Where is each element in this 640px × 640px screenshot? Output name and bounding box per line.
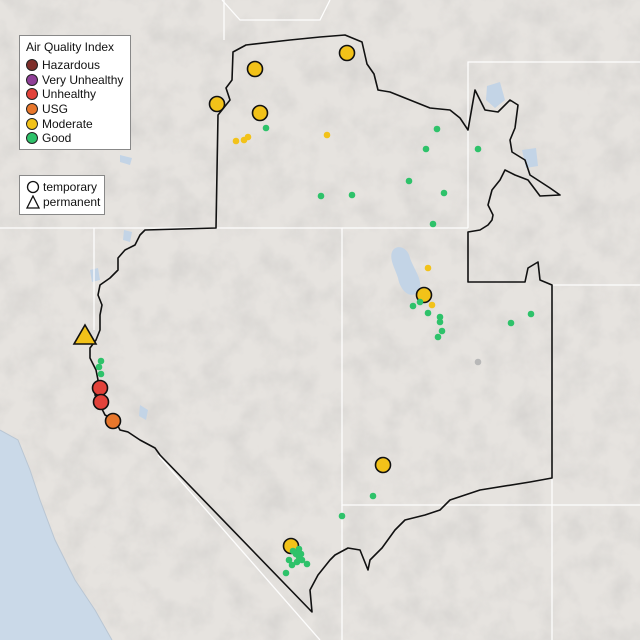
- legend-title: Air Quality Index: [26, 40, 115, 54]
- permanent-monitor-moderate-marker[interactable]: [72, 323, 98, 345]
- sensor-good-marker[interactable]: [338, 512, 346, 520]
- monitor-type-legend: temporary permanent: [19, 175, 105, 215]
- sensor-good-marker[interactable]: [303, 560, 311, 568]
- coastline: [0, 429, 113, 640]
- sensor-good-marker[interactable]: [405, 177, 413, 185]
- unhealthy-swatch: [26, 88, 38, 101]
- sensor-moderate-marker[interactable]: [232, 137, 240, 145]
- moderate-swatch: [26, 117, 38, 130]
- temporary-monitor-moderate-marker[interactable]: [208, 95, 226, 113]
- region-outline: [89, 34, 561, 613]
- sensor-moderate-marker[interactable]: [424, 264, 432, 272]
- lakes: [90, 82, 538, 420]
- usg-swatch: [26, 103, 38, 116]
- temporary-monitor-usg-marker[interactable]: [104, 412, 122, 430]
- sensor-good-marker[interactable]: [429, 220, 437, 228]
- sensor-good-marker[interactable]: [416, 298, 424, 306]
- sensor-good-marker[interactable]: [298, 556, 306, 564]
- sensor-good-marker[interactable]: [293, 558, 301, 566]
- sensor-good-marker[interactable]: [440, 189, 448, 197]
- sensor-good-marker[interactable]: [288, 561, 296, 569]
- sensor-good-marker[interactable]: [424, 309, 432, 317]
- circle-icon: [26, 181, 40, 194]
- monitor-markers: [72, 44, 535, 577]
- sensor-good-marker[interactable]: [262, 124, 270, 132]
- sensor-no-data-marker[interactable]: [474, 358, 482, 366]
- sensor-good-marker[interactable]: [95, 363, 103, 371]
- temporary-monitor-moderate-marker[interactable]: [338, 44, 356, 62]
- temporary-monitor-moderate-marker[interactable]: [246, 60, 264, 78]
- sensor-good-marker[interactable]: [436, 313, 444, 321]
- temporary-monitor-unhealthy-marker[interactable]: [92, 393, 110, 411]
- aqi-legend: Air Quality Index Hazardous Very Unhealt…: [19, 35, 131, 150]
- sensor-good-marker[interactable]: [295, 545, 303, 553]
- temporary-monitor-moderate-marker[interactable]: [374, 456, 392, 474]
- good-swatch: [26, 132, 38, 145]
- sensor-moderate-marker[interactable]: [244, 133, 252, 141]
- legend-item-unhealthy: Unhealthy: [26, 87, 124, 102]
- temporary-monitor-moderate-marker[interactable]: [251, 104, 269, 122]
- legend-item-temporary: temporary: [26, 180, 98, 195]
- sensor-good-marker[interactable]: [527, 310, 535, 318]
- sensor-good-marker[interactable]: [369, 492, 377, 500]
- legend-item-usg: USG: [26, 102, 124, 117]
- sensor-good-marker[interactable]: [434, 333, 442, 341]
- very-unhealthy-swatch: [26, 73, 38, 86]
- sensor-good-marker[interactable]: [507, 319, 515, 327]
- legend-item-hazardous: Hazardous: [26, 58, 124, 73]
- sensor-good-marker[interactable]: [282, 569, 290, 577]
- temporary-monitor-unhealthy-marker[interactable]: [91, 379, 109, 397]
- sensor-good-marker[interactable]: [438, 327, 446, 335]
- hazardous-swatch: [26, 59, 38, 72]
- legend-item-good: Good: [26, 131, 124, 146]
- sensor-good-marker[interactable]: [97, 357, 105, 365]
- sensor-good-marker[interactable]: [433, 125, 441, 133]
- great-salt-lake-shape: [391, 247, 421, 295]
- sensor-good-marker[interactable]: [436, 318, 444, 326]
- legend-item-very-unhealthy: Very Unhealthy: [26, 73, 124, 88]
- triangle-icon: [26, 194, 40, 209]
- legend-item-moderate: Moderate: [26, 116, 124, 131]
- sensor-good-marker[interactable]: [409, 302, 417, 310]
- sensor-good-marker[interactable]: [348, 191, 356, 199]
- pacific-ocean: [0, 430, 112, 640]
- sensor-good-marker[interactable]: [474, 145, 482, 153]
- sensor-good-marker[interactable]: [317, 192, 325, 200]
- sensor-moderate-marker[interactable]: [428, 301, 436, 309]
- sensor-good-marker[interactable]: [422, 145, 430, 153]
- legend-item-permanent: permanent: [26, 194, 100, 210]
- sensor-moderate-marker[interactable]: [323, 131, 331, 139]
- sensor-good-marker[interactable]: [285, 556, 293, 564]
- sensor-good-marker[interactable]: [297, 550, 305, 558]
- sensor-good-marker[interactable]: [97, 370, 105, 378]
